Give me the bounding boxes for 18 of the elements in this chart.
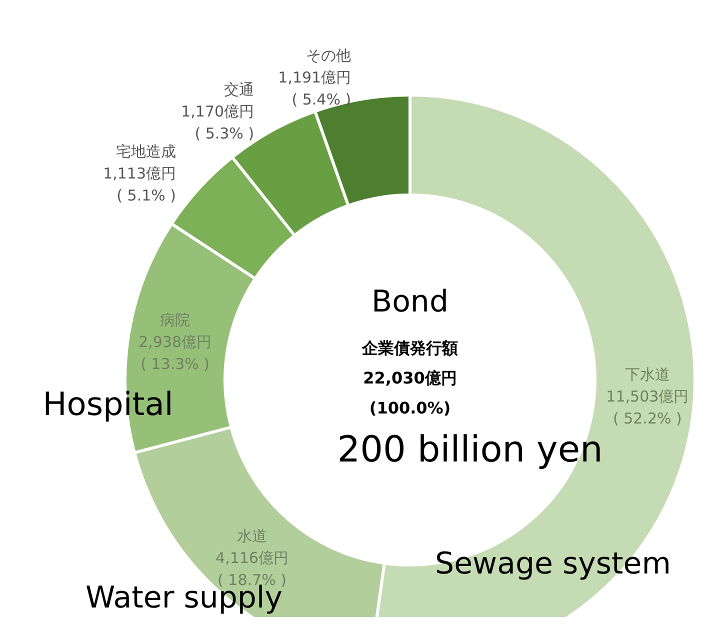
text: Hospital (42, 385, 174, 423)
slice-label: 下水道 (624, 366, 670, 384)
slice-label: 宅地造成 (116, 142, 176, 160)
text: (100.0%) (369, 398, 451, 418)
text: 企業債発行額 (361, 338, 458, 358)
data-label: 1,191億円 ( 5.4% ) (278, 68, 352, 108)
slice-label: 水道 (237, 526, 267, 545)
text: Bond (372, 284, 448, 320)
data-label: 1,170億円 ( 5.3% ) (181, 102, 254, 143)
slice-label: 交通 (224, 80, 254, 99)
text: 200 billion yen (337, 430, 603, 470)
data-label: 2,938億円 ( 13.3% ) (138, 332, 212, 373)
slice-label: その他 (306, 46, 352, 64)
slice-label: 病院 (160, 310, 190, 329)
text: Sewage system (435, 546, 671, 582)
data-label: 1,113億円 ( 5.1% ) (103, 164, 176, 204)
data-label: 11,503億円 ( 52.2% ) (606, 388, 689, 428)
text: 22,030億円 (363, 368, 457, 388)
